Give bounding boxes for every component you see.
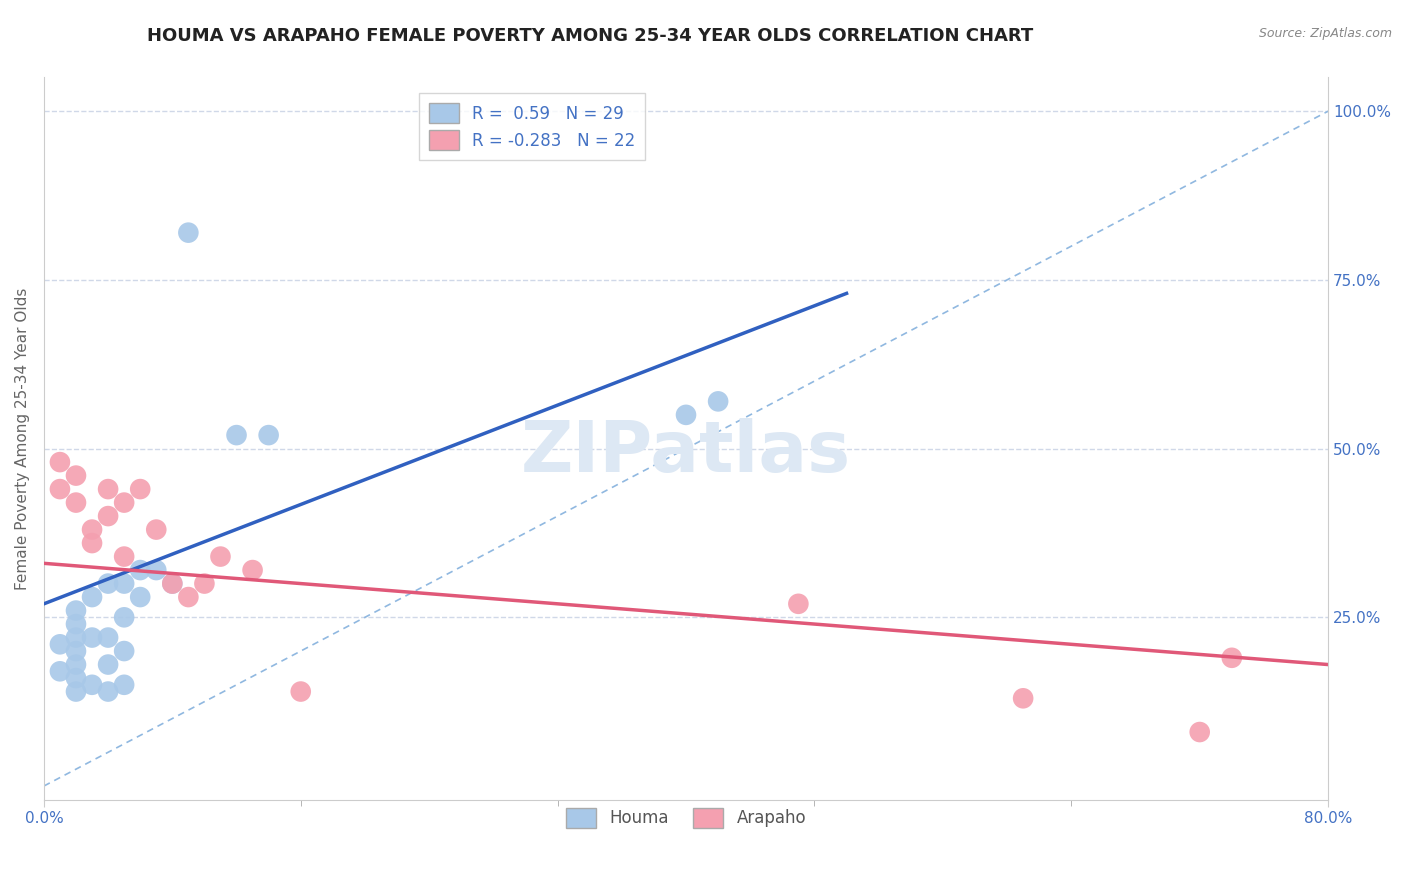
Point [112,610,135,624]
Point [787,597,810,611]
Point [145,523,167,537]
Point [49,482,72,496]
Point [177,590,200,604]
Point [1012,691,1035,706]
Point [97,684,120,698]
Point [145,563,167,577]
Point [129,563,152,577]
Point [193,576,215,591]
Y-axis label: Female Poverty Among 25-34 Year Olds: Female Poverty Among 25-34 Year Olds [15,287,30,590]
Point [242,563,264,577]
Point [80,523,103,537]
Point [65,657,87,672]
Text: ZIPatlas: ZIPatlas [522,418,851,487]
Point [80,590,103,604]
Text: Source: ZipAtlas.com: Source: ZipAtlas.com [1258,27,1392,40]
Point [112,549,135,564]
Point [65,617,87,632]
Point [129,482,152,496]
Point [65,644,87,658]
Point [49,455,72,469]
Point [162,576,184,591]
Point [65,631,87,645]
Point [97,509,120,524]
Point [80,631,103,645]
Point [49,637,72,651]
Point [65,671,87,685]
Point [162,576,184,591]
Point [65,468,87,483]
Point [209,549,232,564]
Point [80,536,103,550]
Point [290,684,312,698]
Point [97,657,120,672]
Point [65,684,87,698]
Point [112,678,135,692]
Legend: Houma, Arapaho: Houma, Arapaho [560,801,813,835]
Point [97,576,120,591]
Point [65,603,87,617]
Point [675,408,697,422]
Point [129,590,152,604]
Point [65,495,87,509]
Point [112,576,135,591]
Point [257,428,280,442]
Point [49,665,72,679]
Point [112,644,135,658]
Point [112,495,135,509]
Point [1220,650,1243,665]
Point [97,631,120,645]
Point [707,394,730,409]
Point [80,678,103,692]
Point [1188,725,1211,739]
Point [177,226,200,240]
Point [225,428,247,442]
Text: HOUMA VS ARAPAHO FEMALE POVERTY AMONG 25-34 YEAR OLDS CORRELATION CHART: HOUMA VS ARAPAHO FEMALE POVERTY AMONG 25… [148,27,1033,45]
Point [97,482,120,496]
